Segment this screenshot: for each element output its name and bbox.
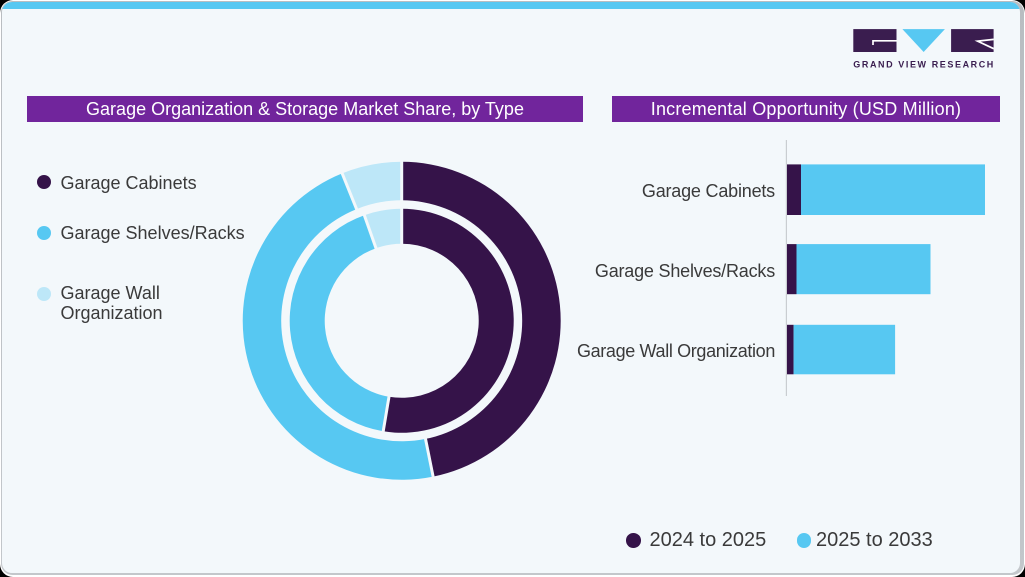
svg-text:GRAND VIEW RESEARCH: GRAND VIEW RESEARCH	[853, 60, 993, 70]
